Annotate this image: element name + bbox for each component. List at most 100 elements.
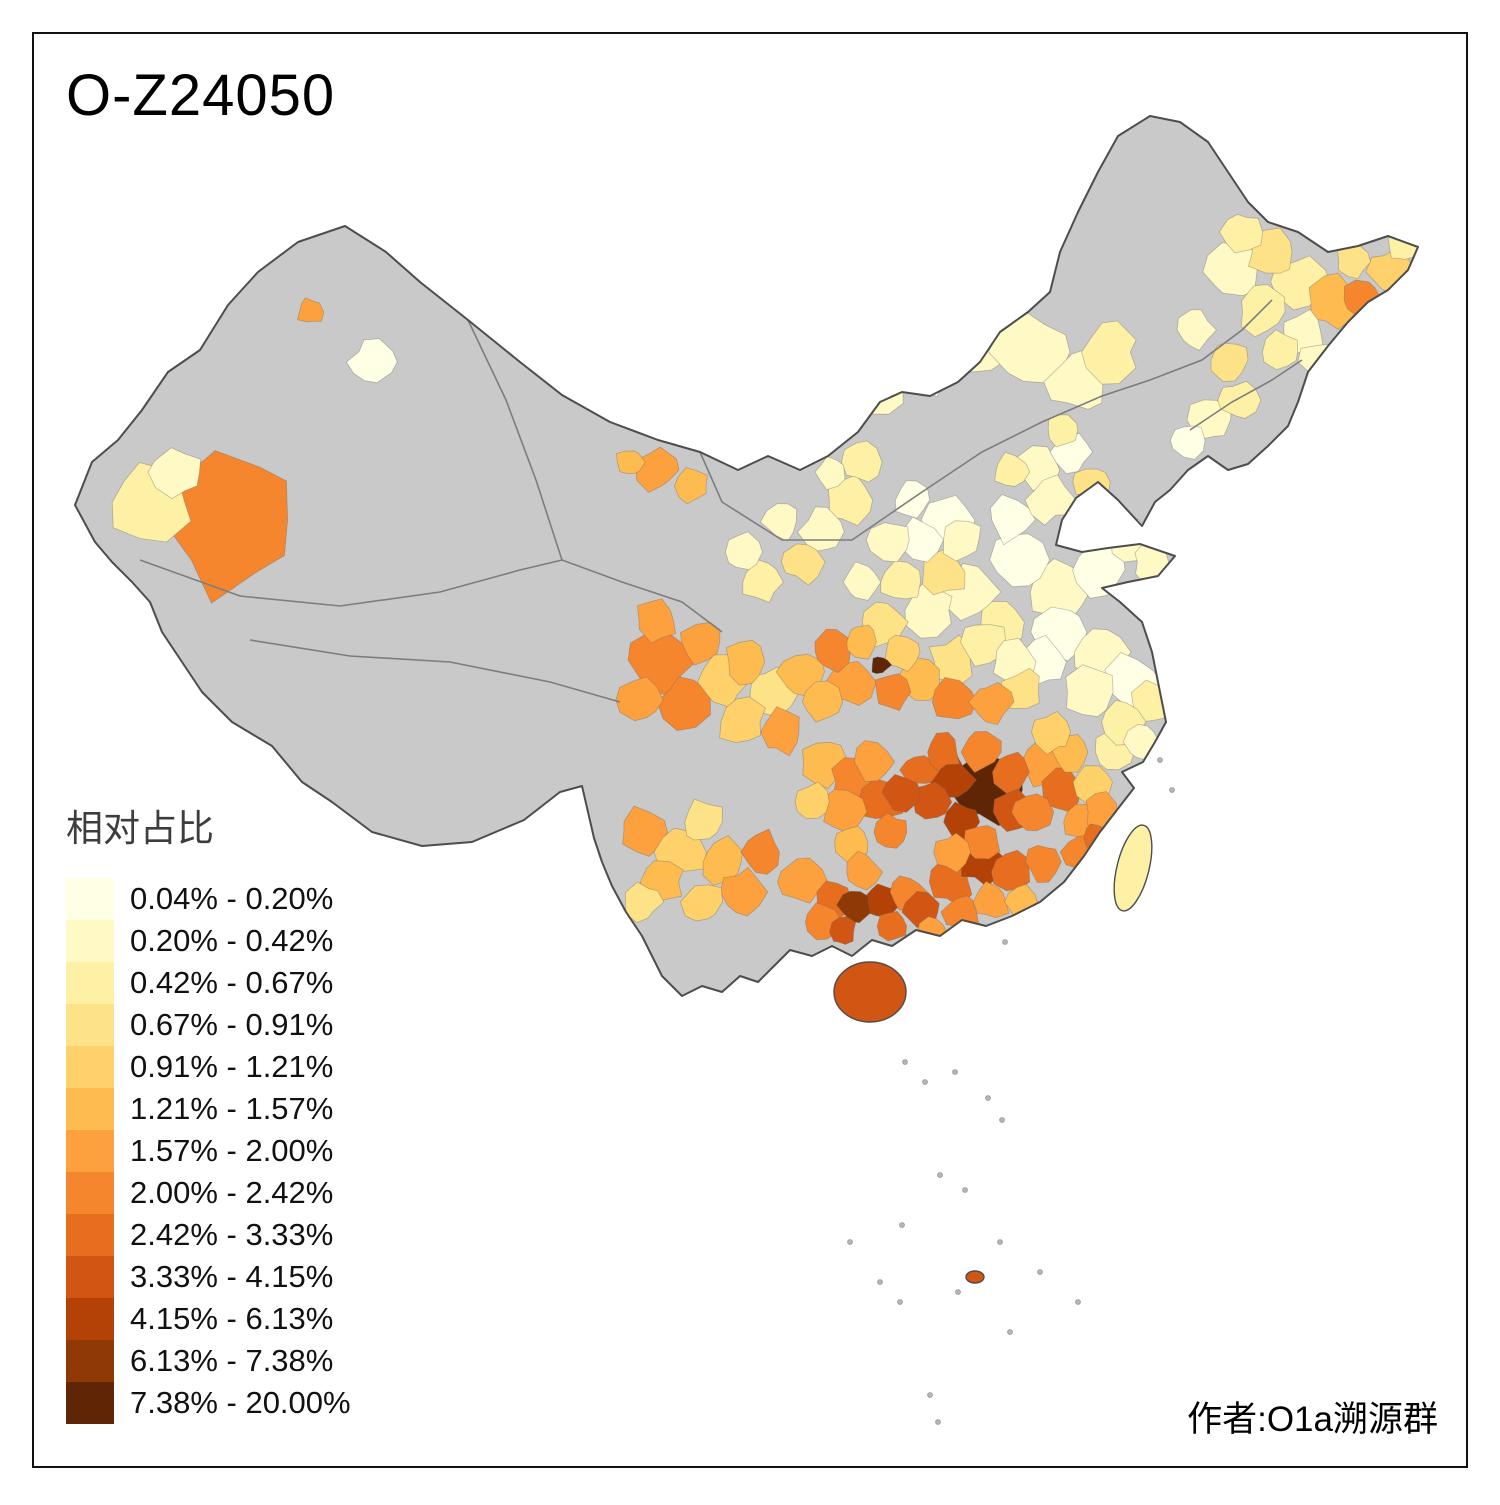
legend-item: 3.33% - 4.15%: [66, 1256, 351, 1298]
legend-item: 1.21% - 1.57%: [66, 1088, 351, 1130]
islet-dot: [955, 1289, 961, 1295]
legend-label: 4.15% - 6.13%: [130, 1301, 334, 1336]
map-region: [684, 798, 723, 841]
map-region: [827, 474, 874, 527]
legend-item: 2.42% - 3.33%: [66, 1214, 351, 1256]
legend-swatch: [66, 1046, 114, 1088]
legend-item: 0.42% - 0.67%: [66, 962, 351, 1004]
map-region: [740, 828, 780, 875]
map-region: [840, 440, 883, 483]
islet-dot: [902, 1059, 908, 1065]
map-region: [1081, 320, 1137, 385]
legend-swatch: [66, 1214, 114, 1256]
legend-label: 1.21% - 1.57%: [130, 1091, 334, 1126]
page-title: O-Z24050: [66, 63, 336, 128]
map-region: [876, 910, 908, 942]
islet-dot: [1007, 1329, 1013, 1335]
map-region: [1337, 242, 1372, 280]
map-region: [794, 781, 830, 820]
islet-dot: [985, 1095, 991, 1101]
legend-item: 2.00% - 2.42%: [66, 1172, 351, 1214]
map-region: [760, 706, 800, 757]
scs-island-island: [965, 1270, 985, 1284]
legend-swatch: [66, 1004, 114, 1046]
legend-label: 0.91% - 1.21%: [130, 1049, 334, 1084]
map-region: [931, 676, 977, 720]
regions-layer: [111, 213, 1418, 948]
map-region: [780, 543, 826, 586]
legend-swatch: [66, 1172, 114, 1214]
legend-item: 0.67% - 0.91%: [66, 1004, 351, 1046]
map-region: [828, 915, 857, 945]
map-region: [883, 634, 921, 672]
islet-dot: [1002, 939, 1008, 945]
map-region: [1024, 474, 1077, 526]
map-region: [873, 812, 908, 849]
map-region: [836, 890, 872, 924]
credit-text: 作者:O1a溯源群: [1187, 1400, 1438, 1439]
legend-label: 0.42% - 0.67%: [130, 965, 334, 1000]
legend-item: 0.20% - 0.42%: [66, 920, 351, 962]
map-region: [1030, 710, 1072, 756]
legend-label: 0.04% - 0.20%: [130, 881, 334, 916]
legend-item: 7.38% - 20.00%: [66, 1382, 351, 1424]
map-region: [742, 559, 784, 604]
map-region: [814, 628, 852, 674]
map-region: [846, 624, 877, 660]
legend-item: 6.13% - 7.38%: [66, 1340, 351, 1382]
map-region: [846, 850, 884, 891]
map-region: [871, 656, 893, 675]
legend-label: 2.42% - 3.33%: [130, 1217, 334, 1252]
map-region: [1065, 664, 1114, 718]
map-region: [881, 773, 921, 813]
islet-dot: [1169, 787, 1175, 793]
map-region: [622, 805, 668, 857]
legend-item: 4.15% - 6.13%: [66, 1298, 351, 1340]
map-region: [1261, 329, 1299, 371]
map-region: [1169, 425, 1206, 460]
map-region: [725, 639, 766, 686]
map-region: [842, 561, 882, 601]
map-region: [719, 696, 766, 744]
legend-swatch: [66, 1340, 114, 1382]
map-region: [777, 857, 829, 904]
map-region: [991, 751, 1030, 795]
map-region: [865, 522, 910, 563]
legend-swatch: [66, 1382, 114, 1424]
map-region: [147, 447, 202, 500]
legend-swatch: [66, 1088, 114, 1130]
islet-dot: [899, 1222, 905, 1228]
legend-label: 0.20% - 0.42%: [130, 923, 334, 958]
islet-dot: [877, 1279, 883, 1285]
hainan-island: [833, 961, 907, 1023]
map-region: [1176, 309, 1218, 351]
map-region: [1072, 468, 1111, 500]
map-region: [1217, 380, 1262, 419]
map-region: [1210, 342, 1249, 383]
map-region: [854, 367, 904, 415]
map-region: [1047, 414, 1079, 448]
map-region: [874, 673, 912, 711]
map-region: [942, 520, 982, 562]
legend-item: 0.04% - 0.20%: [66, 878, 351, 920]
map-region: [933, 832, 972, 873]
map-region: [990, 494, 1036, 546]
islet-dot: [997, 1239, 1003, 1245]
legend-item: 1.57% - 2.00%: [66, 1130, 351, 1172]
legend-label: 7.38% - 20.00%: [130, 1385, 351, 1420]
legend-label: 6.13% - 7.38%: [130, 1343, 334, 1378]
map-region: [960, 731, 1002, 774]
legend-items: 0.04% - 0.20% 0.20% - 0.42% 0.42% - 0.67% 0…: [66, 878, 351, 1424]
legend-swatch: [66, 920, 114, 962]
legend-label: 2.00% - 2.42%: [130, 1175, 334, 1210]
legend-swatch: [66, 1298, 114, 1340]
islet-dot: [962, 1187, 968, 1193]
legend-label: 0.67% - 0.91%: [130, 1007, 334, 1042]
map-region: [636, 598, 677, 644]
legend-swatch: [66, 1256, 114, 1298]
islet-dot: [1157, 757, 1163, 763]
legend-item: 0.91% - 1.21%: [66, 1046, 351, 1088]
islet-dot: [935, 1419, 941, 1425]
map-region: [673, 467, 708, 505]
